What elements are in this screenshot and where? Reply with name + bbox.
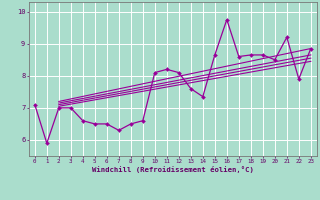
X-axis label: Windchill (Refroidissement éolien,°C): Windchill (Refroidissement éolien,°C) — [92, 166, 254, 173]
